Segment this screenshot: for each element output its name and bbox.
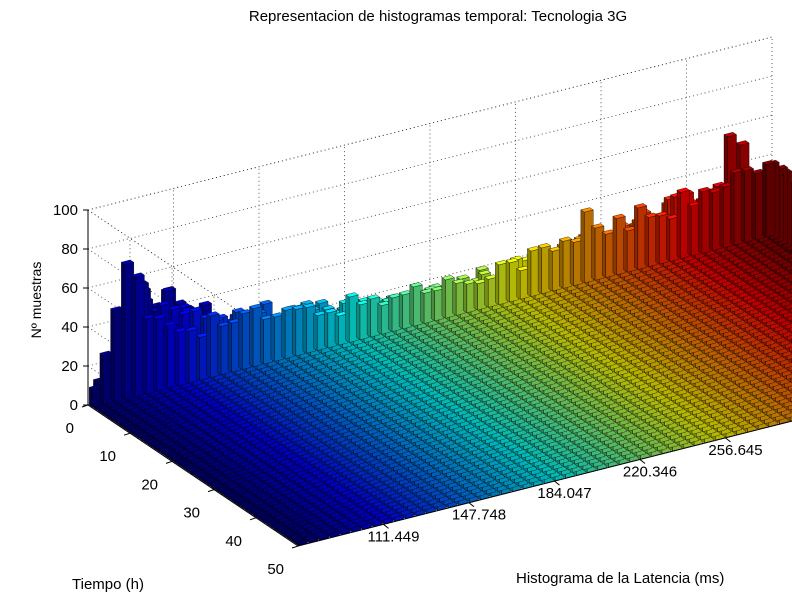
grid-line bbox=[87, 153, 773, 328]
grid-line bbox=[87, 36, 773, 211]
histogram-bars bbox=[88, 132, 792, 546]
grid-line bbox=[87, 75, 773, 250]
grid-line bbox=[87, 192, 773, 367]
